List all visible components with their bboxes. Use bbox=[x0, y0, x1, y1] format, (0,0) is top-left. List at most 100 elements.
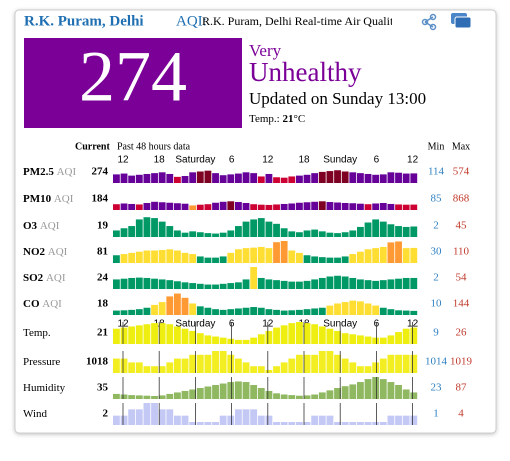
history-bar bbox=[357, 335, 364, 344]
history-bar bbox=[113, 358, 120, 373]
history-bar bbox=[410, 226, 418, 237]
history-bar bbox=[357, 366, 364, 373]
history-bar bbox=[334, 202, 341, 210]
row-unit: AQI bbox=[54, 193, 74, 205]
history-bar bbox=[303, 323, 311, 344]
history-bar bbox=[135, 204, 143, 210]
history-bar bbox=[334, 354, 341, 373]
time-label: Sunday bbox=[323, 155, 357, 166]
history-bar bbox=[334, 233, 341, 237]
row-label: PM2.5 AQI bbox=[23, 166, 76, 178]
history-bar bbox=[235, 358, 242, 373]
history-bar bbox=[235, 226, 242, 237]
history-bar bbox=[326, 171, 334, 183]
history-bar bbox=[196, 232, 204, 237]
history-bar bbox=[166, 324, 174, 344]
share-icon[interactable] bbox=[421, 13, 437, 31]
current-value: 21 bbox=[97, 327, 108, 339]
history-bar bbox=[135, 362, 143, 373]
history-bar bbox=[151, 323, 158, 344]
history-bar bbox=[395, 226, 402, 237]
history-bar bbox=[288, 323, 296, 344]
aqi-box bbox=[24, 38, 242, 128]
history-bar bbox=[204, 335, 212, 344]
history-bar bbox=[113, 393, 120, 399]
history-bar bbox=[120, 310, 128, 315]
history-bar bbox=[341, 386, 349, 399]
time-label: 18 bbox=[298, 155, 310, 166]
history-bar bbox=[250, 366, 258, 373]
history-bar bbox=[296, 322, 303, 344]
history-bar bbox=[288, 176, 296, 183]
history-bar bbox=[143, 250, 151, 263]
history-bar bbox=[235, 282, 242, 289]
row-unit: AQI bbox=[48, 246, 68, 258]
history-bar bbox=[402, 328, 410, 344]
history-bar bbox=[341, 171, 349, 183]
history-bar bbox=[120, 173, 128, 183]
history-bar bbox=[166, 173, 174, 183]
history-bar bbox=[280, 422, 288, 425]
history-bar bbox=[265, 370, 273, 373]
history-bar bbox=[326, 202, 334, 210]
history-bar bbox=[265, 279, 273, 289]
window-icon[interactable] bbox=[451, 13, 472, 29]
history-bar bbox=[349, 384, 357, 399]
history-bar bbox=[113, 255, 120, 263]
history-bar bbox=[235, 409, 242, 425]
history-bar bbox=[372, 219, 380, 237]
history-bar bbox=[273, 393, 280, 399]
history-bar bbox=[212, 284, 219, 289]
history-bar bbox=[227, 382, 235, 399]
history-bar bbox=[334, 330, 341, 344]
history-bar bbox=[151, 278, 158, 289]
history-bar bbox=[151, 173, 158, 183]
history-bar bbox=[113, 415, 120, 425]
history-bar bbox=[318, 277, 326, 289]
history-bar bbox=[257, 334, 265, 344]
history-bar bbox=[196, 387, 204, 399]
min-value: 2 bbox=[433, 220, 439, 232]
history-bar bbox=[387, 203, 395, 210]
history-bar bbox=[387, 415, 395, 425]
history-bar bbox=[395, 415, 402, 425]
history-bar bbox=[158, 302, 166, 315]
history-bar bbox=[212, 309, 219, 315]
history-bar bbox=[166, 362, 174, 373]
history-bar bbox=[242, 362, 250, 373]
history-bar bbox=[151, 250, 158, 263]
row-name: O3 bbox=[23, 220, 38, 232]
history-bar bbox=[265, 204, 273, 210]
history-bar bbox=[257, 387, 265, 399]
history-bar bbox=[135, 277, 143, 289]
min-value: 30 bbox=[431, 246, 443, 258]
history-bar bbox=[235, 249, 242, 263]
history-bar bbox=[235, 173, 242, 183]
history-bar bbox=[128, 175, 136, 183]
history-bar bbox=[257, 366, 265, 373]
row-label: Pressure bbox=[23, 356, 60, 368]
history-bar bbox=[357, 251, 364, 263]
history-bar bbox=[334, 275, 341, 289]
history-bar bbox=[174, 392, 181, 399]
history-bar bbox=[387, 335, 395, 344]
history-bar bbox=[379, 307, 387, 315]
history-bar bbox=[349, 422, 357, 425]
history-bar bbox=[334, 303, 341, 315]
history-bar bbox=[402, 173, 410, 183]
history-bar bbox=[395, 354, 402, 373]
row-unit: AQI bbox=[42, 298, 62, 310]
history-bar bbox=[280, 310, 288, 315]
history-bar bbox=[280, 241, 288, 263]
history-bar bbox=[166, 409, 174, 425]
history-bar bbox=[189, 389, 197, 399]
current-value: 19 bbox=[97, 220, 109, 232]
history-bar bbox=[303, 309, 311, 315]
min-value: 23 bbox=[431, 382, 443, 394]
history-bar bbox=[280, 394, 288, 399]
history-bar bbox=[135, 309, 143, 315]
row-label: NO2 AQI bbox=[23, 246, 68, 258]
row-unit: AQI bbox=[57, 166, 77, 178]
history-bar bbox=[280, 203, 288, 210]
